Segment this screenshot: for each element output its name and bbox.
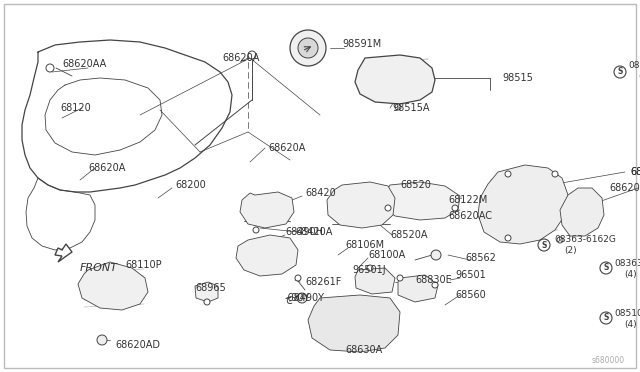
Polygon shape	[560, 188, 604, 236]
Circle shape	[397, 275, 403, 281]
Circle shape	[385, 205, 391, 211]
Text: 08363-6162G: 08363-6162G	[614, 260, 640, 269]
Text: 98591M: 98591M	[342, 39, 381, 49]
Text: (4): (4)	[624, 269, 637, 279]
Text: 68620AA: 68620AA	[62, 59, 106, 69]
Circle shape	[395, 104, 401, 110]
Text: 96501J: 96501J	[352, 265, 386, 275]
Text: 68620AC: 68620AC	[448, 211, 492, 221]
Text: 68420A: 68420A	[295, 227, 332, 237]
Text: 68620A: 68620A	[88, 163, 125, 173]
Polygon shape	[382, 182, 460, 220]
Text: 68620A: 68620A	[268, 143, 305, 153]
Text: (2): (2)	[564, 246, 577, 254]
Text: 68420: 68420	[305, 188, 336, 198]
Text: 68620A: 68620A	[222, 53, 259, 63]
Text: 68620AD: 68620AD	[115, 340, 160, 350]
Circle shape	[505, 171, 511, 177]
Text: ڄ90Y: ڄ90Y	[285, 292, 309, 304]
Circle shape	[297, 293, 307, 303]
Circle shape	[367, 265, 373, 271]
Circle shape	[538, 239, 550, 251]
Text: 68100A: 68100A	[368, 250, 405, 260]
Text: (2): (2)	[638, 71, 640, 80]
Polygon shape	[355, 268, 395, 294]
Circle shape	[298, 38, 318, 58]
Polygon shape	[398, 275, 438, 302]
Polygon shape	[236, 235, 298, 276]
Polygon shape	[240, 192, 294, 228]
Circle shape	[253, 227, 259, 233]
Text: s680000: s680000	[592, 356, 625, 365]
Text: 08363-6162G: 08363-6162G	[628, 61, 640, 71]
Text: 96501: 96501	[455, 270, 486, 280]
Text: 68830E: 68830E	[415, 275, 452, 285]
Polygon shape	[55, 244, 72, 262]
Circle shape	[204, 299, 210, 305]
Circle shape	[46, 64, 54, 72]
Polygon shape	[78, 262, 148, 310]
Text: 68520: 68520	[400, 180, 431, 190]
Text: 68620: 68620	[609, 183, 640, 193]
Text: (4): (4)	[624, 320, 637, 328]
Polygon shape	[195, 282, 218, 302]
Text: S: S	[604, 263, 609, 273]
Circle shape	[290, 30, 326, 66]
Circle shape	[97, 335, 107, 345]
Polygon shape	[355, 55, 435, 104]
Circle shape	[600, 262, 612, 274]
Text: 08510-51697: 08510-51697	[614, 310, 640, 318]
Text: 68490H: 68490H	[285, 227, 323, 237]
Text: 68108P: 68108P	[630, 167, 640, 177]
Text: 08363-6162G: 08363-6162G	[554, 235, 616, 244]
Text: S: S	[604, 314, 609, 323]
Text: 68122M: 68122M	[448, 195, 488, 205]
Text: S: S	[618, 67, 623, 77]
Polygon shape	[327, 182, 395, 228]
Circle shape	[552, 171, 558, 177]
Circle shape	[505, 235, 511, 241]
Text: S: S	[541, 241, 547, 250]
Polygon shape	[308, 295, 400, 352]
Text: 68120: 68120	[60, 103, 91, 113]
Circle shape	[248, 51, 256, 59]
Text: -68490Y: -68490Y	[285, 293, 325, 303]
Text: 98515A: 98515A	[392, 103, 429, 113]
Text: 68562: 68562	[465, 253, 496, 263]
Text: 68106M: 68106M	[345, 240, 384, 250]
Circle shape	[614, 66, 626, 78]
Circle shape	[295, 275, 301, 281]
Polygon shape	[478, 165, 568, 244]
Circle shape	[600, 312, 612, 324]
Circle shape	[431, 250, 441, 260]
Text: 68520A: 68520A	[390, 230, 428, 240]
Text: 98515: 98515	[502, 73, 533, 83]
Text: 68560: 68560	[455, 290, 486, 300]
Text: 68108P: 68108P	[630, 167, 640, 177]
Text: FRONT: FRONT	[80, 263, 118, 273]
Circle shape	[557, 237, 563, 243]
Text: 68630A: 68630A	[345, 345, 382, 355]
Text: 68965: 68965	[195, 283, 226, 293]
Text: 68110P: 68110P	[125, 260, 162, 270]
Text: 68261F: 68261F	[305, 277, 341, 287]
Circle shape	[432, 282, 438, 288]
Circle shape	[452, 205, 458, 211]
Text: 68200: 68200	[175, 180, 205, 190]
